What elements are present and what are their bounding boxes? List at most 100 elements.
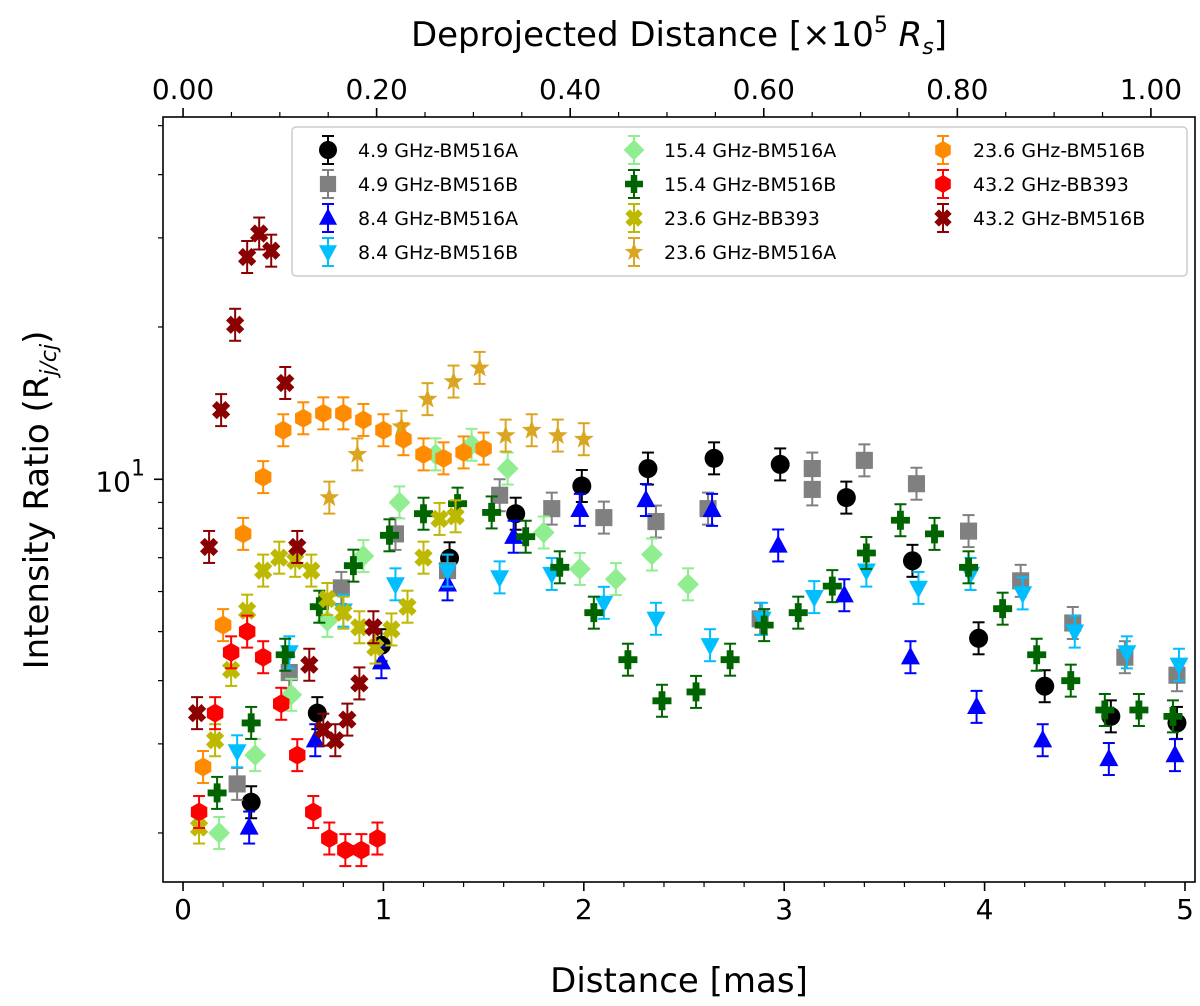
data-point (959, 550, 979, 585)
point-marker (398, 597, 417, 616)
data-point (482, 495, 502, 530)
point-marker (343, 556, 363, 576)
point-marker (460, 433, 483, 456)
data-point (388, 485, 411, 520)
data-point (1027, 637, 1047, 672)
data-point (924, 516, 944, 551)
data-point (1165, 738, 1185, 773)
x-axis-title: Distance [mas] (550, 961, 808, 1001)
point-marker (573, 428, 594, 448)
data-point (343, 548, 363, 583)
point-marker (506, 504, 526, 524)
data-point (822, 569, 842, 604)
data-point (490, 560, 510, 595)
point-marker (385, 577, 405, 595)
data-point (960, 514, 978, 549)
point-marker (227, 744, 247, 762)
data-point (353, 833, 370, 868)
legend-item: 8.4 GHz-BM516B (319, 237, 518, 267)
data-point (319, 480, 340, 515)
top-tick-label: 0.20 (345, 73, 407, 106)
point-marker (532, 521, 555, 544)
data-point (993, 591, 1013, 626)
data-point (305, 723, 325, 758)
point-marker (347, 443, 368, 463)
data-point (414, 540, 433, 575)
data-point (646, 601, 666, 636)
series-43-2-ghz-bb393 (190, 614, 386, 868)
point-marker (238, 247, 257, 267)
data-point (385, 567, 405, 602)
legend-item: 43.2 GHz-BB393 (935, 169, 1129, 199)
point-marker (305, 729, 325, 748)
point-marker (302, 561, 321, 580)
top-axis-title-subscript: s (922, 35, 933, 60)
point-marker (702, 499, 722, 518)
data-point (222, 635, 240, 670)
point-marker (241, 792, 261, 812)
legend-label: 23.6 GHz-BM516B (973, 140, 1145, 162)
point-marker (1061, 671, 1081, 691)
data-point (967, 689, 987, 724)
point-marker (244, 744, 267, 767)
series-43-2-ghz-bm516b (187, 216, 383, 758)
data-point (720, 642, 740, 677)
data-point (364, 610, 383, 645)
point-marker (1095, 700, 1115, 720)
x-tick-label: 0 (174, 893, 192, 926)
point-marker (647, 513, 665, 531)
data-point (273, 686, 290, 721)
top-tick-label: 1.00 (1120, 73, 1182, 106)
point-marker (856, 563, 876, 582)
point-marker (1027, 645, 1047, 665)
legend-marker (624, 242, 644, 261)
point-marker (604, 568, 627, 591)
data-point (379, 518, 399, 553)
legend-item: 23.6 GHz-BB393 (625, 203, 820, 233)
data-point (288, 529, 307, 564)
point-marker (1129, 700, 1149, 720)
point-marker (646, 611, 666, 630)
data-point (702, 492, 722, 527)
point-marker (516, 527, 536, 547)
data-point (254, 553, 273, 588)
point-marker (568, 558, 591, 580)
point-marker (969, 628, 989, 648)
point-marker (338, 710, 357, 729)
point-marker (1099, 748, 1119, 767)
data-point (194, 750, 212, 785)
data-point (430, 501, 449, 536)
data-point (302, 553, 321, 588)
point-marker (967, 696, 987, 714)
data-point (641, 537, 663, 572)
y-axis-title: Intensity Ratio (Rj/cj) (17, 331, 62, 670)
data-point (446, 499, 465, 534)
data-point (804, 580, 824, 615)
point-marker (595, 509, 613, 527)
point-marker (993, 599, 1013, 619)
point-marker (924, 524, 944, 544)
point-marker (547, 425, 568, 445)
point-marker (187, 704, 207, 723)
point-marker (641, 543, 663, 566)
data-point (1095, 692, 1115, 727)
legend-marker (319, 141, 337, 159)
data-point (1061, 663, 1081, 698)
data-point (768, 528, 788, 563)
point-marker (275, 645, 295, 665)
y-tick-label: 101 (95, 456, 145, 498)
data-point (318, 581, 337, 616)
point-marker (334, 603, 353, 622)
point-marker (836, 488, 856, 508)
point-marker (570, 499, 590, 518)
data-point (638, 451, 658, 486)
data-point (647, 504, 665, 539)
data-point (856, 536, 876, 571)
point-marker (194, 757, 212, 777)
top-tick-label: 0.00 (152, 73, 214, 106)
point-marker (395, 429, 412, 449)
point-marker (382, 620, 401, 639)
point-marker (208, 822, 231, 844)
legend-marker (319, 245, 337, 262)
